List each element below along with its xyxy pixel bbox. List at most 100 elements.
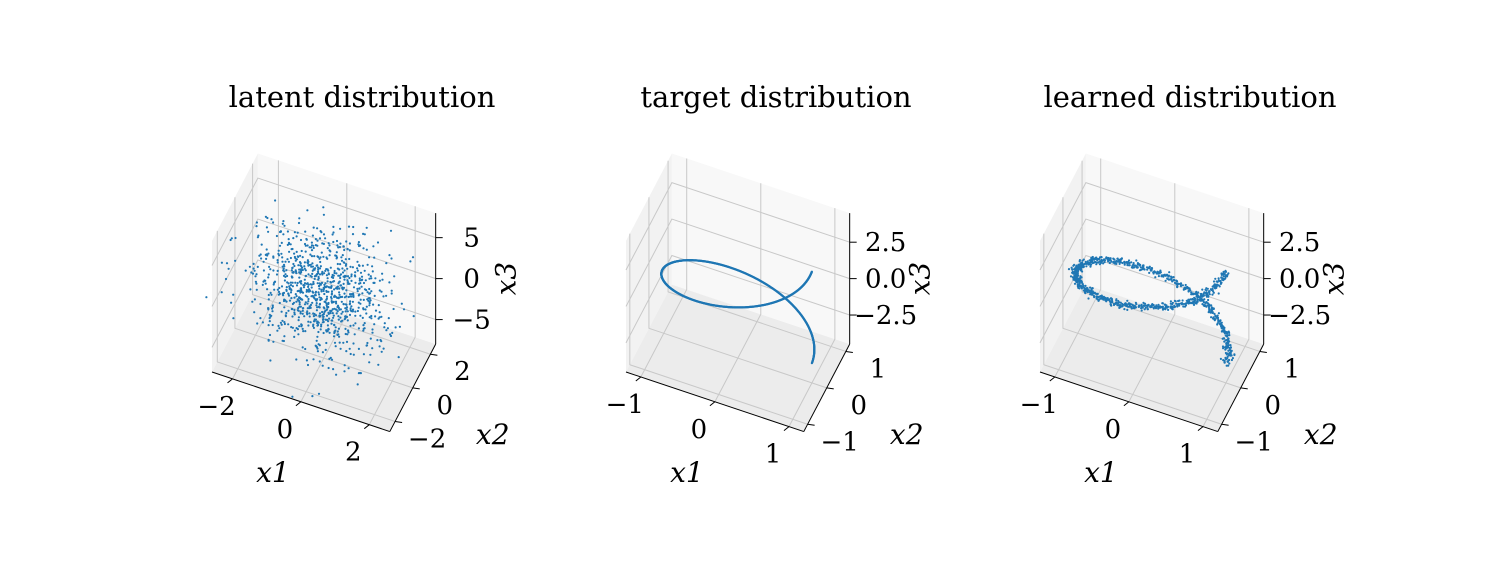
scatter-point <box>388 254 391 257</box>
scatter-point <box>1102 262 1105 265</box>
scatter-point <box>378 345 381 348</box>
scatter-point <box>1111 301 1114 304</box>
z-tick-label: 0 <box>463 265 480 295</box>
scatter-point <box>1138 269 1142 272</box>
scatter-point <box>1095 295 1098 298</box>
scatter-point <box>298 268 301 271</box>
scatter-point <box>1171 301 1174 304</box>
scatter-point <box>302 286 306 289</box>
scatter-point <box>289 281 292 284</box>
scatter-point <box>303 284 306 287</box>
scatter-point <box>325 285 328 288</box>
scatter-point <box>356 290 359 293</box>
scatter-point <box>372 303 375 306</box>
scatter-point <box>340 259 344 262</box>
scatter-point <box>269 291 272 294</box>
scatter-point <box>1207 298 1210 302</box>
scatter-point <box>277 324 280 327</box>
scatter-point <box>284 314 287 317</box>
scatter-point <box>1168 271 1171 274</box>
scatter-points <box>205 199 415 398</box>
scatter-point <box>287 323 290 326</box>
x-tick-label: 0 <box>691 415 708 445</box>
scatter-point <box>325 256 328 259</box>
scatter-point <box>1127 259 1131 262</box>
scatter-point <box>1082 266 1085 269</box>
scatter-point <box>341 254 344 257</box>
scatter-point <box>271 306 274 309</box>
scatter-point <box>329 310 332 313</box>
scatter-point <box>303 265 306 268</box>
scatter-point <box>327 273 330 276</box>
scatter-point <box>256 322 259 325</box>
scatter-point <box>279 321 282 324</box>
y-axis-label: x2 <box>476 418 510 451</box>
scatter-point <box>334 254 337 257</box>
scatter-point <box>335 373 338 376</box>
scatter-point <box>346 279 349 282</box>
scatter-point <box>1124 302 1127 305</box>
scatter-point <box>380 315 383 318</box>
scatter-point <box>327 242 330 245</box>
scatter-point <box>342 261 345 264</box>
scatter-point <box>1221 325 1224 328</box>
scatter-point <box>1221 329 1224 332</box>
scatter-point <box>325 308 329 311</box>
scatter-point <box>266 216 269 220</box>
scatter-point <box>299 312 302 315</box>
scatter-point <box>368 304 371 307</box>
scatter-point <box>310 249 314 252</box>
scatter-point <box>327 312 330 315</box>
scatter-point <box>1229 346 1232 349</box>
scatter-point <box>1151 303 1154 306</box>
scatter-point <box>272 283 275 286</box>
scatter-point <box>267 339 270 342</box>
scatter-point <box>296 255 299 258</box>
x-tick-label: −2 <box>197 392 235 422</box>
scatter-point <box>327 327 330 330</box>
scatter-point <box>321 321 324 324</box>
scatter-point <box>321 351 324 354</box>
scatter-point <box>344 303 347 306</box>
scatter-point <box>1152 271 1155 274</box>
scatter-point <box>291 315 294 318</box>
scatter-point <box>283 224 286 227</box>
scatter-point <box>347 367 350 370</box>
scatter-point <box>224 277 228 281</box>
scatter-point <box>1226 355 1229 358</box>
grid-y <box>216 230 396 422</box>
scatter-point <box>320 281 324 284</box>
scatter-point <box>330 296 333 299</box>
scatter-point <box>1221 345 1225 348</box>
scatter-point <box>344 310 347 313</box>
scatter-point <box>1135 303 1138 306</box>
scatter-point <box>1220 281 1223 284</box>
scatter-point <box>260 243 263 246</box>
scatter-point <box>1210 316 1213 319</box>
scatter-point <box>253 311 256 314</box>
scatter-point <box>1206 292 1209 295</box>
scatter-point <box>303 261 306 264</box>
scatter-point <box>282 299 286 303</box>
scatter-point <box>371 265 374 268</box>
scatter-point <box>341 288 344 291</box>
scatter-point <box>362 353 365 356</box>
scatter-point <box>1227 359 1230 362</box>
scatter-point <box>1109 257 1112 260</box>
scatter-point <box>1213 283 1216 286</box>
scatter-point <box>810 270 814 273</box>
scatter-point <box>1216 316 1220 319</box>
y-tick-label: −2 <box>408 424 446 454</box>
scatter-point <box>322 242 325 245</box>
scatter-point <box>292 271 295 274</box>
scatter-point <box>351 310 354 313</box>
scatter-point <box>1196 293 1199 296</box>
scatter-point <box>299 310 302 313</box>
scatter-point <box>333 341 337 344</box>
scatter-point <box>1201 303 1204 306</box>
scatter-point <box>1154 276 1157 279</box>
scatter-point <box>1184 304 1188 307</box>
scatter-point <box>358 279 361 282</box>
x-tick-mark <box>363 424 370 430</box>
scatter-point <box>1115 301 1118 304</box>
